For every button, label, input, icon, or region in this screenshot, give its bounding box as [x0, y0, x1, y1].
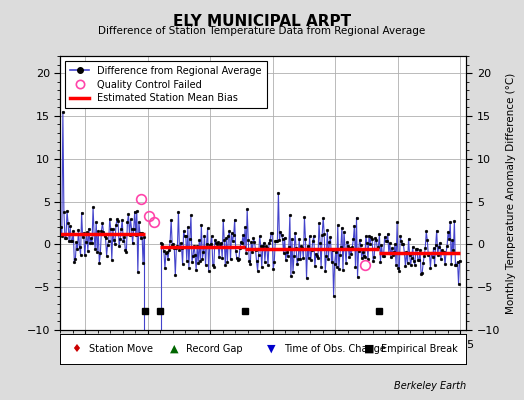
Y-axis label: Monthly Temperature Anomaly Difference (°C): Monthly Temperature Anomaly Difference (…: [506, 72, 516, 314]
Text: Record Gap: Record Gap: [186, 344, 243, 354]
Text: ▼: ▼: [267, 344, 276, 354]
Text: ■: ■: [364, 344, 374, 354]
Text: Berkeley Earth: Berkeley Earth: [394, 381, 466, 391]
Text: ▲: ▲: [170, 344, 178, 354]
Text: Time of Obs. Change: Time of Obs. Change: [283, 344, 386, 354]
Text: ♦: ♦: [71, 344, 82, 354]
Text: Empirical Break: Empirical Break: [381, 344, 458, 354]
Legend: Difference from Regional Average, Quality Control Failed, Estimated Station Mean: Difference from Regional Average, Qualit…: [65, 61, 267, 108]
Text: Station Move: Station Move: [89, 344, 152, 354]
Text: Difference of Station Temperature Data from Regional Average: Difference of Station Temperature Data f…: [99, 26, 425, 36]
Text: ELY MUNICIPAL ARPT: ELY MUNICIPAL ARPT: [173, 14, 351, 29]
